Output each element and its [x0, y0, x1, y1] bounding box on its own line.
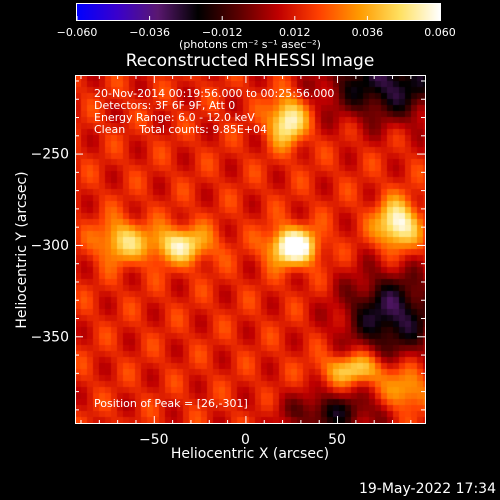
colorbar-ticks: −0.060 −0.036 −0.012 0.012 0.036 0.060 — [57, 16, 456, 39]
annotation-time-range: 20-Nov-2014 00:19:56.000 to 00:25:56.000 — [94, 87, 335, 100]
colorbar-frame — [76, 3, 441, 21]
colorbar-unit-label: (photons cm⁻² s⁻¹ asec⁻²) — [179, 38, 321, 51]
annotation-method-counts: Clean Total counts: 9.85E+04 — [94, 123, 268, 136]
y-tick-label: −300 — [31, 238, 69, 254]
annotation-detectors: Detectors: 3F 6F 9F, Att 0 — [94, 99, 236, 112]
colorbar-tick-label: 0.036 — [352, 26, 384, 39]
colorbar-tick-label: −0.036 — [129, 26, 170, 39]
colorbar-tick-label: −0.060 — [57, 26, 98, 39]
footer-timestamp: 19-May-2022 17:34 — [358, 481, 496, 497]
colorbar-tick-label: 0.060 — [424, 26, 456, 39]
colorbar-gradient — [77, 4, 440, 20]
y-tick-label: −250 — [31, 147, 69, 163]
y-tick-label: −350 — [31, 329, 69, 345]
colorbar-tick-label: 0.012 — [279, 26, 311, 39]
colorbar-tick-label: −0.012 — [202, 26, 243, 39]
x-axis-label: Heliocentric X (arcsec) — [170, 446, 330, 462]
annotation-energy-range: Energy Range: 6.0 - 12.0 keV — [94, 111, 255, 124]
y-axis-label: Heliocentric Y (arcsec) — [14, 171, 30, 328]
annotation-peak-position: Position of Peak = [26,-301] — [94, 397, 248, 410]
colorbar: −0.060 −0.036 −0.012 0.012 0.036 0.060 — [57, 3, 456, 39]
chart-title: Reconstructed RHESSI Image — [125, 51, 375, 71]
